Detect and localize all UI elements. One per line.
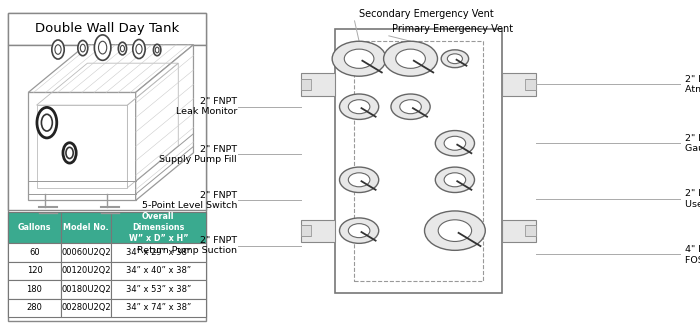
Text: 120: 120 xyxy=(27,266,42,275)
Circle shape xyxy=(133,39,145,59)
Text: 34” x 74” x 38”: 34” x 74” x 38” xyxy=(126,303,191,312)
Circle shape xyxy=(395,49,426,68)
Text: 2" FNPT
Atmospheric Vent: 2" FNPT Atmospheric Vent xyxy=(685,75,700,94)
Circle shape xyxy=(349,173,370,187)
Bar xyxy=(8,243,62,262)
Text: 2" FNPT
Return Pump Suction: 2" FNPT Return Pump Suction xyxy=(137,236,237,255)
Text: Primary Emergency Vent: Primary Emergency Vent xyxy=(392,24,513,34)
Text: 4" FNPT
FOS / FOR: 4" FNPT FOS / FOR xyxy=(685,245,700,264)
Circle shape xyxy=(153,44,161,56)
Circle shape xyxy=(80,44,85,52)
Bar xyxy=(301,79,312,90)
Circle shape xyxy=(63,143,76,163)
Circle shape xyxy=(99,41,106,54)
Circle shape xyxy=(94,35,111,60)
Circle shape xyxy=(441,50,468,68)
Circle shape xyxy=(344,49,374,68)
Text: 2" FNPT
Leak Monitor: 2" FNPT Leak Monitor xyxy=(176,97,237,117)
Circle shape xyxy=(52,40,64,59)
Text: 34” x 29” x 38”: 34” x 29” x 38” xyxy=(126,248,191,257)
Bar xyxy=(501,219,536,242)
Circle shape xyxy=(444,173,466,187)
Bar xyxy=(8,280,62,299)
Text: 2" FNPT
Gauge Stick Port: 2" FNPT Gauge Stick Port xyxy=(685,133,700,153)
Circle shape xyxy=(435,167,475,193)
Text: 34” x 53” x 38”: 34” x 53” x 38” xyxy=(126,285,191,294)
Circle shape xyxy=(37,108,57,138)
Text: 280: 280 xyxy=(27,303,43,312)
Bar xyxy=(8,262,62,280)
Circle shape xyxy=(444,136,466,150)
Circle shape xyxy=(447,54,463,64)
Text: Overall
Dimensions
W” x D” x H”: Overall Dimensions W” x D” x H” xyxy=(129,212,188,243)
Bar xyxy=(8,13,206,45)
Text: 00180U2Q2: 00180U2Q2 xyxy=(62,285,111,294)
Bar xyxy=(525,225,536,236)
Bar xyxy=(111,262,206,280)
Text: 2" FNPT
User Defined: 2" FNPT User Defined xyxy=(685,189,700,209)
Circle shape xyxy=(340,167,379,193)
Bar xyxy=(62,280,111,299)
Text: 00120U2Q2: 00120U2Q2 xyxy=(62,266,111,275)
Circle shape xyxy=(155,47,159,53)
Circle shape xyxy=(340,94,379,119)
Circle shape xyxy=(118,42,127,55)
Text: 00280U2Q2: 00280U2Q2 xyxy=(62,303,111,312)
Bar xyxy=(301,73,335,96)
Circle shape xyxy=(384,41,438,76)
Bar xyxy=(111,212,206,243)
Text: Gallons: Gallons xyxy=(18,223,51,232)
Circle shape xyxy=(424,211,485,250)
Polygon shape xyxy=(28,45,193,92)
Circle shape xyxy=(120,45,125,52)
Circle shape xyxy=(349,100,370,114)
Text: Double Wall Day Tank: Double Wall Day Tank xyxy=(34,22,179,35)
Bar xyxy=(335,29,501,293)
Text: 60: 60 xyxy=(29,248,40,257)
Circle shape xyxy=(400,100,421,114)
Text: 180: 180 xyxy=(27,285,43,294)
Text: 34” x 40” x 38”: 34” x 40” x 38” xyxy=(126,266,191,275)
Bar xyxy=(8,299,62,317)
Bar xyxy=(301,219,335,242)
Bar xyxy=(501,73,536,96)
Bar xyxy=(36,105,127,188)
Text: Model No.: Model No. xyxy=(63,223,109,232)
Circle shape xyxy=(438,220,472,242)
Bar xyxy=(62,299,111,317)
Circle shape xyxy=(391,94,430,119)
Circle shape xyxy=(41,114,52,131)
Circle shape xyxy=(435,130,475,156)
Bar xyxy=(525,79,536,90)
Circle shape xyxy=(332,41,386,76)
Text: 00060U2Q2: 00060U2Q2 xyxy=(62,248,111,257)
Text: 2" FNPT
Supply Pump Fill: 2" FNPT Supply Pump Fill xyxy=(160,145,237,164)
Bar xyxy=(301,225,312,236)
Bar xyxy=(8,212,62,243)
Circle shape xyxy=(349,224,370,238)
Bar xyxy=(111,243,206,262)
Bar xyxy=(62,262,111,280)
Bar xyxy=(111,299,206,317)
Circle shape xyxy=(78,40,88,56)
Circle shape xyxy=(340,218,379,243)
Polygon shape xyxy=(136,45,193,201)
Bar xyxy=(62,243,111,262)
Circle shape xyxy=(55,45,61,54)
Bar xyxy=(28,92,136,201)
Text: 2" FNPT
5-Point Level Switch: 2" FNPT 5-Point Level Switch xyxy=(141,191,237,210)
Bar xyxy=(111,280,206,299)
Bar xyxy=(8,45,206,210)
Bar xyxy=(354,41,483,281)
Circle shape xyxy=(136,44,142,54)
Bar xyxy=(62,212,111,243)
Circle shape xyxy=(66,147,74,159)
Text: Secondary Emergency Vent: Secondary Emergency Vent xyxy=(360,9,494,19)
